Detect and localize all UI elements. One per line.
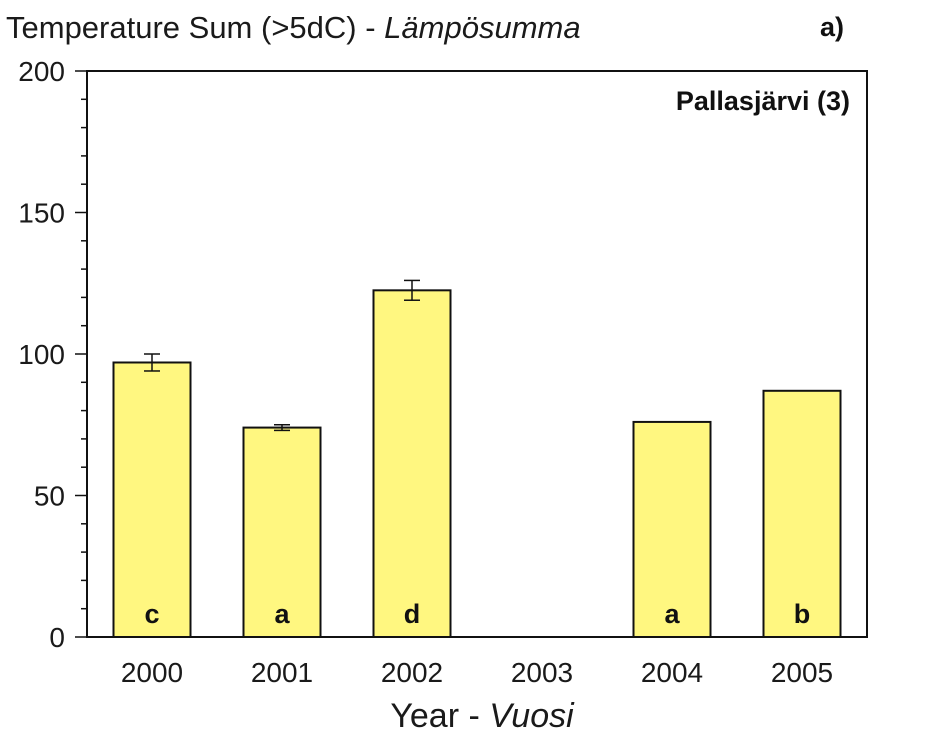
significance-letter: d [404, 599, 421, 629]
bar [632, 420, 712, 639]
panel-label: a) [820, 12, 844, 42]
x-tick-label: 2005 [771, 657, 833, 688]
station-label: Pallasjärvi (3) [676, 86, 850, 116]
bar [372, 289, 452, 638]
chart-title-main: Temperature Sum (>5dC) - [6, 10, 384, 45]
x-tick-label: 2002 [381, 657, 443, 688]
x-axis-label-italic: Vuosi [489, 697, 575, 735]
y-tick-label: 50 [34, 481, 65, 512]
x-tick-label: 2001 [251, 657, 313, 688]
x-tick-label: 2000 [121, 657, 183, 688]
x-axis-label: Year - Vuosi [390, 697, 575, 735]
y-tick-label: 200 [18, 56, 65, 87]
bar [242, 426, 322, 638]
chart-title: Temperature Sum (>5dC) - Lämpösumma [6, 10, 581, 45]
x-tick-label: 2004 [641, 657, 703, 688]
y-tick-label: 150 [18, 198, 65, 229]
y-tick-label: 0 [49, 622, 65, 653]
x-axis-label-main: Year - [390, 697, 489, 735]
bar [762, 389, 842, 639]
significance-letter: c [144, 599, 159, 629]
significance-letter: a [274, 599, 290, 629]
significance-letter: b [794, 599, 811, 629]
plot-frame [86, 70, 868, 638]
significance-letter: a [664, 599, 680, 629]
chart-title-italic: Lämpösumma [384, 10, 580, 45]
x-tick-label: 2003 [511, 657, 573, 688]
plot-area: 0 50 100 150 200 c 2000 a 2001 d 2002 2003 a 2004 b 200… [18, 56, 868, 688]
bar [112, 361, 192, 638]
y-tick-label: 100 [18, 339, 65, 370]
